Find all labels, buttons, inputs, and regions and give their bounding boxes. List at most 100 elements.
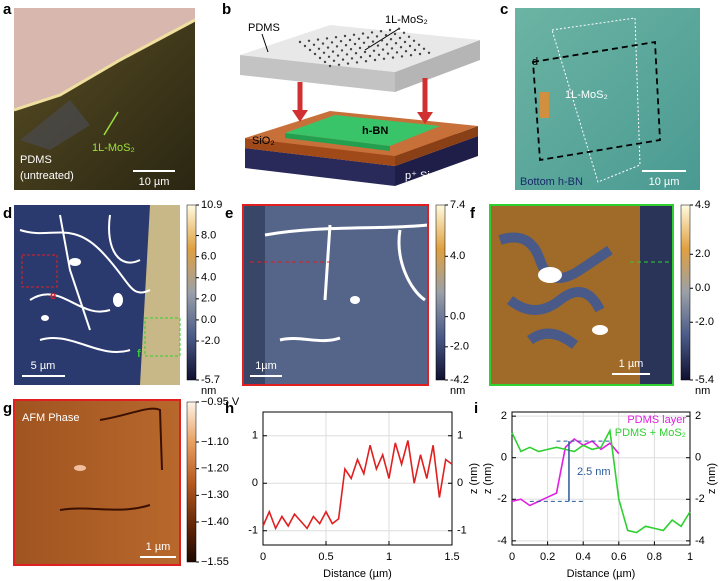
pattern-dot (397, 27, 401, 30)
pattern-dot (412, 39, 416, 42)
plot-frame (262, 411, 453, 546)
panel-e: e 1µm (225, 204, 429, 386)
pattern-dot (340, 49, 344, 52)
pattern-dot (418, 52, 422, 56)
pattern-dot (316, 38, 320, 41)
pattern-dot (331, 50, 335, 53)
layer-label: SiO₂ (252, 135, 275, 147)
decoration (19, 214, 151, 353)
pattern-dot (393, 32, 397, 36)
pattern-dot (375, 35, 379, 38)
pattern-dot (395, 51, 399, 54)
panel-f: f 1 µm (470, 204, 674, 386)
pattern-dot (402, 31, 406, 34)
decoration (242, 204, 429, 386)
pattern-dot (355, 61, 359, 64)
pattern-dot (326, 46, 330, 49)
pattern-dot (422, 47, 426, 50)
pattern-dot (308, 48, 312, 52)
layer-label: 1L-MoS₂ (385, 14, 428, 26)
material-label: 1L-MoS₂ (92, 142, 135, 154)
pattern-dot (318, 56, 322, 60)
x-tick-label: 1 (386, 551, 392, 563)
y2-tick-label: 1 (457, 430, 463, 442)
pattern-dot (394, 42, 398, 45)
x-tick-label: 0.5 (318, 551, 333, 563)
decoration (245, 148, 395, 186)
pattern-dot (363, 50, 367, 54)
decoration (13, 399, 181, 566)
colorbar-tick-label: -5.7 (201, 374, 220, 386)
colorbar-tick-label: −0.95 V (201, 396, 240, 408)
pattern-dot (364, 60, 368, 63)
pattern-dot (390, 47, 394, 50)
pattern-dot (353, 42, 357, 46)
decoration (489, 204, 674, 386)
pattern-dot (346, 62, 350, 65)
pattern-dot (407, 35, 411, 38)
decoration (59, 407, 163, 511)
pattern-dot (389, 38, 393, 41)
pattern-dot (321, 42, 325, 45)
colorbar-tick-label: −1.55 (201, 556, 229, 568)
pattern-dot (409, 54, 413, 57)
pattern-dot (303, 44, 307, 48)
decoration (243, 205, 265, 385)
colorbar-tick-label: 2.0 (201, 293, 216, 305)
data-line (511, 437, 620, 507)
colorbar-unit: nm (201, 385, 216, 397)
decoration (144, 317, 181, 357)
decoration (395, 126, 478, 166)
pattern-dot (382, 57, 386, 60)
colorbar-tick-label: 0.0 (201, 314, 216, 326)
pattern-dot (408, 44, 412, 48)
x-tick-label: 0.6 (611, 551, 626, 563)
decoration (21, 254, 58, 288)
colorbar-tick-label: 4.0 (201, 272, 216, 284)
colorbar-tick-label: 2.0 (695, 248, 710, 260)
scale-bar-label: 1 µm (619, 358, 644, 370)
decoration (69, 258, 81, 266)
decoration (551, 17, 641, 183)
panel-a: a 1L-MoS₂ PDMS (untreated) 10 µm (3, 1, 196, 190)
pattern-dot (373, 58, 377, 62)
region-label: e (50, 290, 56, 302)
colorbar (435, 204, 446, 381)
pattern-dot (358, 46, 362, 50)
colorbar (680, 204, 691, 381)
y2-tick-label: -4 (695, 535, 705, 547)
substrate-label: (untreated) (20, 170, 74, 182)
x-axis-label: Distance (µm) (567, 568, 636, 580)
pattern-dot (307, 39, 311, 42)
pattern-dot (400, 55, 404, 58)
panel-label: i (474, 400, 478, 417)
x-tick-label: 0.2 (540, 551, 555, 563)
colorbar-unit: nm (450, 385, 465, 397)
pattern-dot (368, 54, 372, 58)
decoration (14, 8, 195, 110)
pattern-dot (334, 36, 338, 39)
pattern-dot (398, 36, 402, 40)
colorbar (186, 204, 197, 381)
pattern-dot (298, 40, 302, 44)
colorbar-tick-label: 4.0 (450, 250, 465, 262)
pattern-dot (399, 46, 403, 49)
pattern-dot (337, 63, 341, 66)
panel-g: g AFM Phase 1 µm (3, 399, 181, 566)
decoration (74, 465, 86, 471)
pattern-dot (376, 44, 380, 47)
panel-label: b (222, 1, 231, 18)
decoration (292, 110, 308, 122)
pattern-dot (417, 43, 421, 46)
y-tick-label: 2 (501, 410, 507, 422)
pattern-dot (413, 48, 417, 52)
x-tick-label: 0 (260, 551, 266, 563)
decoration (592, 325, 608, 335)
pattern-dot (344, 44, 348, 47)
pattern-dot (323, 60, 327, 64)
colorbar-tick-label: 8.0 (201, 229, 216, 241)
decoration (350, 296, 360, 304)
pattern-dot (380, 39, 384, 42)
legend-entry: PDMS + MoS₂ (615, 427, 686, 439)
plot-frame (511, 411, 691, 546)
